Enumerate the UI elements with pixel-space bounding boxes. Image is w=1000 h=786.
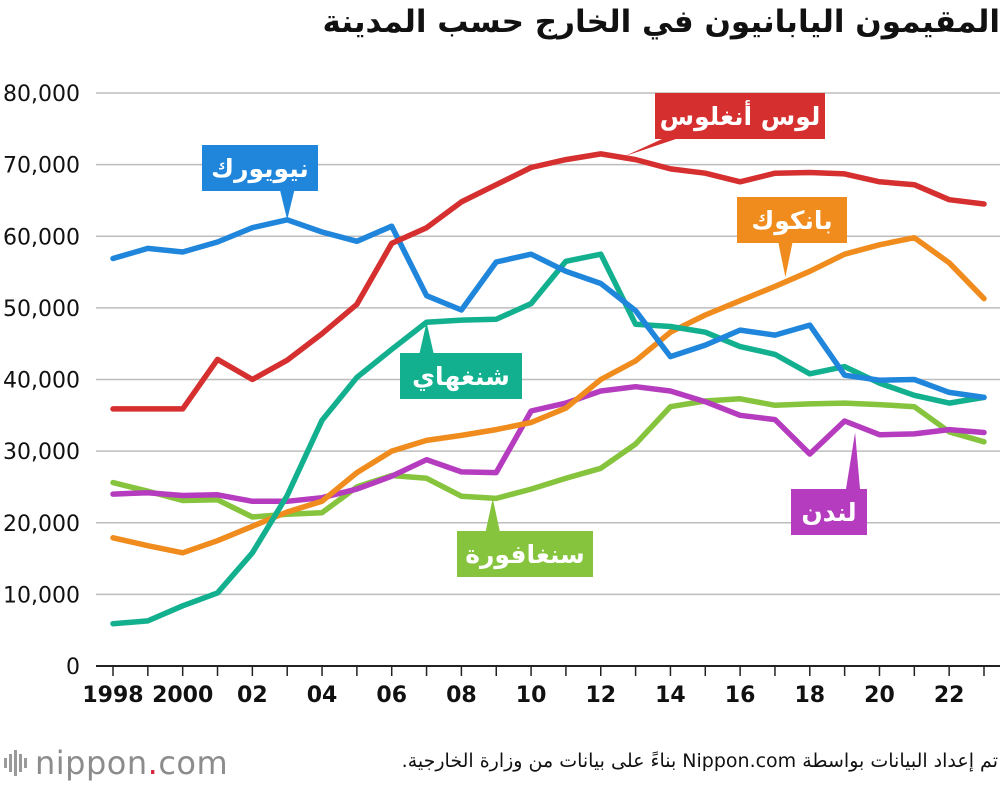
y-tick-label: 10,000 [3,583,80,608]
source-note: تم إعداد البيانات بواسطة Nippon.com بناء… [401,750,998,772]
x-tick-label: 1998 [82,683,143,708]
label-pointer [625,139,676,157]
nippon-logo: nippon.com [4,744,228,782]
label-pointer [419,322,434,353]
logo-tld: com [158,744,229,782]
label-text: سنغافورة [465,540,584,570]
label-text: نيويورك [211,154,309,184]
y-tick-label: 60,000 [3,225,80,250]
y-tick-label: 20,000 [3,512,80,537]
y-tick-label: 80,000 [3,82,80,107]
label-pointer [778,243,793,278]
series-label: شنغهاي [400,322,522,399]
logo-name: nippon [35,744,148,782]
label-text: لندن [801,498,856,527]
logo-text: nippon.com [35,744,228,782]
series-label: بانكوك [737,197,847,278]
y-tick-label: 50,000 [3,297,80,322]
label-box [791,489,867,535]
label-text: بانكوك [751,206,832,236]
y-tick-label: 0 [66,655,80,680]
y-tick-label: 70,000 [3,154,80,179]
footer: nippon.com تم إعداد البيانات بواسطة Nipp… [0,738,1000,786]
label-box [655,93,825,139]
label-pointer [846,432,860,489]
chart-title: المقيمون اليابانيون في الخارج حسب المدين… [322,4,1000,40]
series-line [110,383,987,505]
series-line [110,217,987,401]
label-box [457,531,593,577]
x-tick-label: 20 [864,683,895,708]
label-text: لوس أنغلوس [660,100,821,132]
x-tick-label: 02 [237,683,268,708]
x-tick-label: 12 [585,683,616,708]
y-axis-tick-labels: 0 10,000 20,000 30,000 40,000 50,000 60,000 70,… [3,82,80,680]
x-tick-label: 04 [307,683,338,708]
x-tick-label: 16 [725,683,756,708]
label-box [400,353,522,399]
label-pointer [280,191,295,220]
y-tick-label: 40,000 [3,369,80,394]
x-tick-label: 14 [655,683,686,708]
y-tick-label: 30,000 [3,440,80,465]
series-labels: لوس أنغلوس نيويورك بانكوك شنغهاي لندن سنغافور… [202,93,867,577]
label-box [202,145,318,191]
x-tick-label: 18 [794,683,825,708]
logo-dot: . [147,744,159,782]
label-pointer [485,498,500,531]
series-lines [110,151,987,627]
series-line [110,396,987,520]
series-line [110,234,987,556]
x-tick-label: 06 [376,683,407,708]
x-tick-label: 10 [516,683,547,708]
x-axis: 1998 2000 02 04 06 08 10 12 14 16 18 20 22 [82,665,1000,708]
x-tick-label: 08 [446,683,477,708]
series-label: لوس أنغلوس [625,93,825,157]
series-label: نيويورك [202,145,318,220]
label-text: شنغهاي [412,362,510,392]
series-label: لندن [791,432,867,535]
x-tick-label: 2000 [152,683,213,708]
x-tick-label: 22 [934,683,965,708]
series-line [110,151,987,412]
series-label: سنغافورة [457,498,593,577]
logo-mark-icon [4,750,27,776]
label-box [737,197,847,243]
